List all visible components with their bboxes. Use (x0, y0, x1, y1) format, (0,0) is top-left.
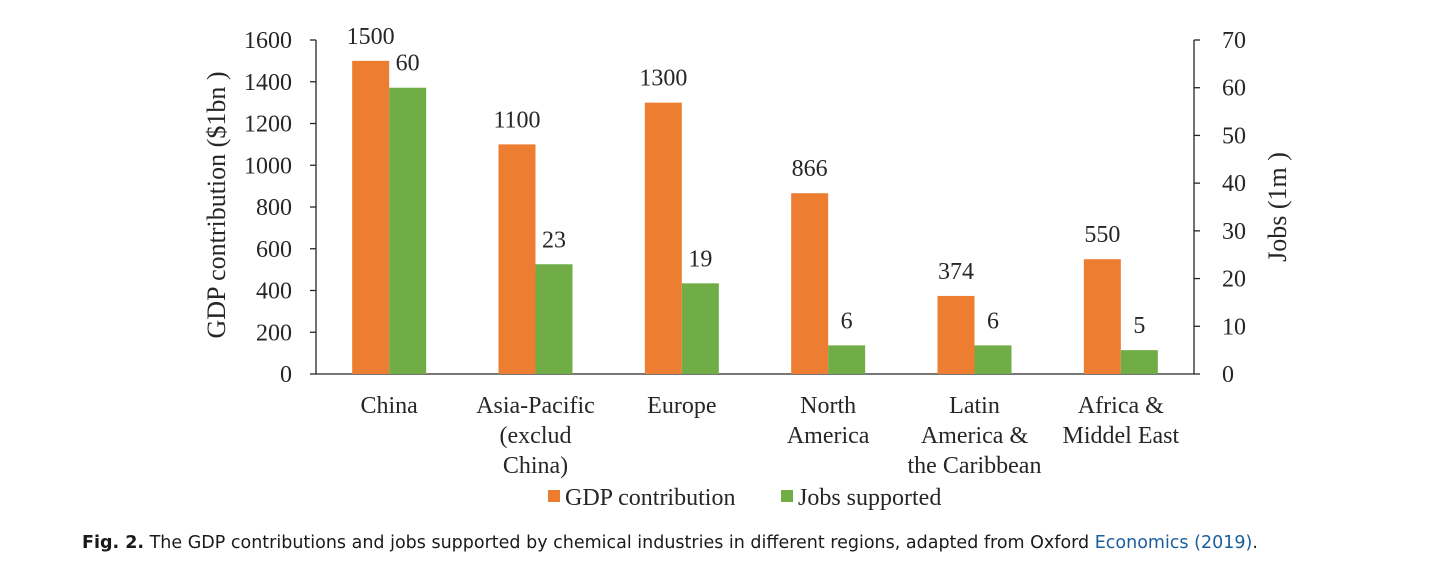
right-axis-title: Jobs (1m ) (1263, 152, 1292, 262)
legend: GDP contribution Jobs supported (548, 485, 941, 511)
bar-gdp-contribution (791, 193, 829, 374)
bar-jobs-supported (828, 345, 866, 374)
right-tick-label: 40 (1222, 171, 1246, 197)
left-tick-label: 1000 (244, 153, 292, 179)
bar-gdp-contribution (644, 102, 682, 374)
caption-citation-link[interactable]: Economics (2019) (1094, 533, 1253, 553)
bar-chart: 0 200 400 600 800 1000 1200 1400 1600 0 10 20 30 40 5… (202, 24, 1292, 511)
category-label: China) (503, 453, 568, 479)
data-label-jobs: 6 (987, 308, 999, 334)
legend-swatch-jobs (781, 490, 793, 502)
category-label: North (800, 393, 856, 419)
bar-jobs-supported (974, 345, 1012, 374)
left-tick-label: 400 (256, 279, 292, 305)
legend-label-gdp: GDP contribution (565, 485, 735, 511)
right-tick-label: 10 (1222, 314, 1246, 340)
data-label-jobs: 19 (688, 246, 712, 272)
left-tick-label: 600 (256, 237, 292, 263)
bar-jobs-supported (1120, 350, 1158, 374)
caption-label: Fig. 2. (82, 533, 145, 553)
left-tick-label: 1400 (244, 70, 292, 96)
data-label-jobs: 5 (1133, 313, 1145, 339)
left-axis-title: GDP contribution ($1bn ) (202, 72, 231, 339)
data-label-gdp: 866 (792, 156, 828, 182)
left-tick-label: 800 (256, 195, 292, 221)
category-label: Latin (949, 393, 1000, 419)
left-y-axis: 0 200 400 600 800 1000 1200 1400 1600 (244, 28, 317, 388)
data-label-jobs: 6 (841, 308, 853, 334)
bar-gdp-contribution (498, 144, 536, 374)
bar-jobs-supported (681, 283, 719, 374)
legend-swatch-gdp (548, 490, 560, 502)
category-label: (exclud (500, 423, 572, 449)
bar-gdp-contribution (937, 295, 975, 374)
data-label-jobs: 60 (396, 51, 420, 77)
right-tick-label: 30 (1222, 219, 1246, 245)
data-label-gdp: 1500 (347, 24, 395, 50)
bar-jobs-supported (535, 264, 573, 374)
right-tick-label: 0 (1222, 362, 1234, 388)
data-label-gdp: 1100 (493, 107, 540, 133)
figure-caption: Fig. 2. The GDP contributions and jobs s… (82, 533, 1422, 553)
category-label: Europe (647, 393, 716, 419)
right-tick-label: 60 (1222, 76, 1246, 102)
category-label: Middel East (1063, 423, 1180, 449)
category-label: America (787, 423, 870, 449)
bar-gdp-contribution (352, 60, 390, 374)
left-tick-label: 1600 (244, 28, 292, 54)
bar-gdp-contribution (1083, 259, 1121, 374)
category-label: China (361, 393, 419, 419)
bar-jobs-supported (389, 87, 427, 374)
left-tick-label: 200 (256, 320, 292, 346)
category-label: Africa & (1078, 393, 1164, 419)
right-tick-label: 20 (1222, 267, 1246, 293)
category-label: Asia-Pacific (476, 393, 595, 419)
bars (352, 60, 1158, 374)
right-tick-label: 70 (1222, 28, 1246, 54)
caption-text: The GDP contributions and jobs supported… (144, 533, 1095, 553)
right-y-axis: 0 10 20 30 40 50 60 70 (1193, 28, 1246, 388)
category-label: the Caribbean (908, 453, 1042, 479)
category-label: America & (921, 423, 1029, 449)
left-tick-label: 1200 (244, 112, 292, 138)
data-label-gdp: 1300 (639, 66, 687, 92)
data-label-gdp: 550 (1084, 222, 1120, 248)
left-tick-label: 0 (280, 362, 292, 388)
right-tick-label: 50 (1222, 123, 1246, 149)
data-label-jobs: 23 (542, 227, 566, 253)
legend-label-jobs: Jobs supported (798, 485, 941, 511)
data-label-gdp: 374 (938, 259, 974, 285)
caption-end: . (1252, 533, 1258, 553)
category-labels: China Asia-Pacific (exclud China) Europe Nort… (361, 393, 1180, 479)
